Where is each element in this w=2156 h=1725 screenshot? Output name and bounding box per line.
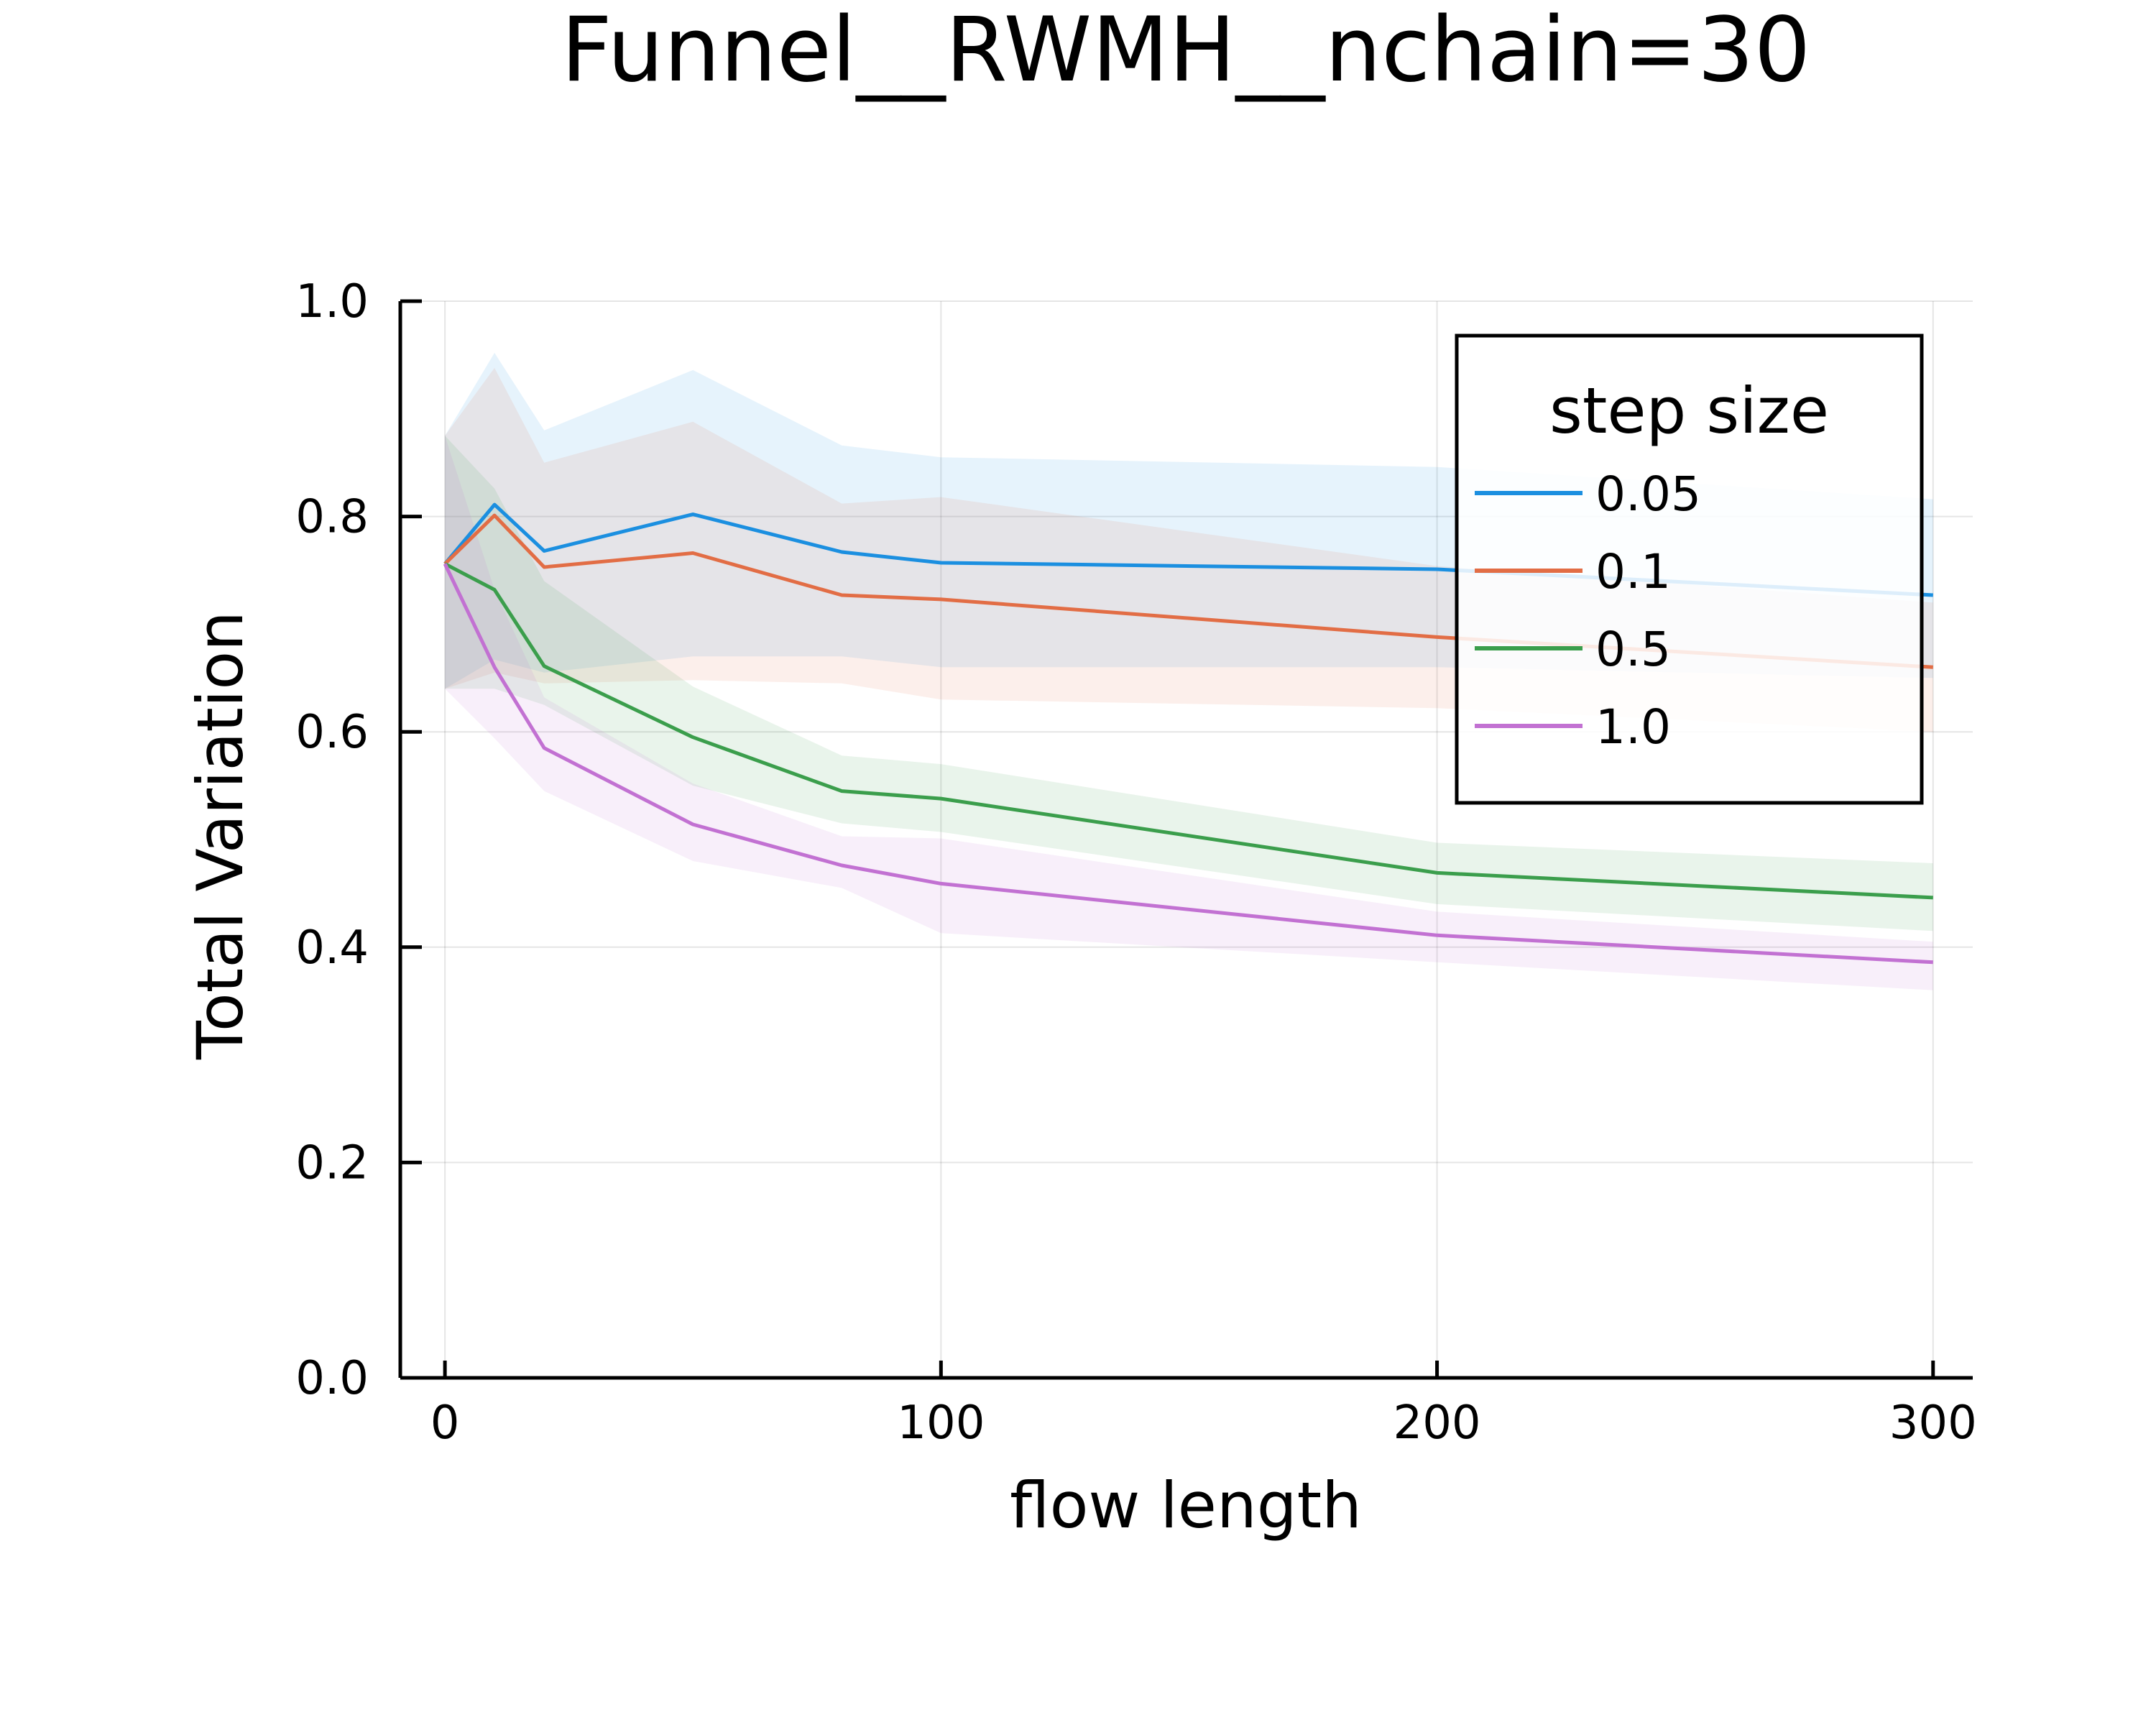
legend-label: 0.5 — [1595, 622, 1671, 677]
line-series-0.5 — [443, 562, 1933, 900]
series-lines — [443, 502, 1933, 965]
y-tick-label: 0.0 — [295, 1352, 369, 1405]
legend-title: step size — [1549, 374, 1829, 448]
x-tick-label: 300 — [1889, 1397, 1977, 1450]
x-axis-label: flow length — [1010, 1468, 1362, 1542]
line-series-0.05 — [443, 502, 1933, 597]
band-series-1.0 — [445, 436, 1933, 990]
legend: step size 0.05 0.1 0.5 1.0 — [1455, 334, 1924, 805]
legend-label: 1.0 — [1595, 699, 1671, 755]
y-tick-label: 0.6 — [295, 706, 369, 759]
y-tick-label: 0.4 — [295, 921, 369, 975]
y-tick-label: 0.2 — [295, 1136, 369, 1190]
axes: 0 100 200 300 0.0 0.2 0.4 0.6 0.8 1.0 — [295, 275, 1977, 1450]
x-tick-label: 200 — [1393, 1397, 1480, 1450]
y-axis-label: Total Variation — [183, 611, 257, 1060]
chart-title: Funnel__RWMH__nchain=30 — [561, 0, 1810, 102]
band-series-0.5 — [445, 436, 1933, 932]
y-tick-label: 1.0 — [295, 275, 369, 328]
legend-label: 0.1 — [1595, 544, 1671, 599]
x-tick-label: 100 — [897, 1397, 985, 1450]
y-tick-label: 0.8 — [295, 491, 369, 544]
legend-label: 0.05 — [1595, 466, 1701, 522]
line-series-1.0 — [443, 563, 1933, 965]
line-series-0.1 — [443, 513, 1933, 669]
x-tick-label: 0 — [430, 1397, 460, 1450]
